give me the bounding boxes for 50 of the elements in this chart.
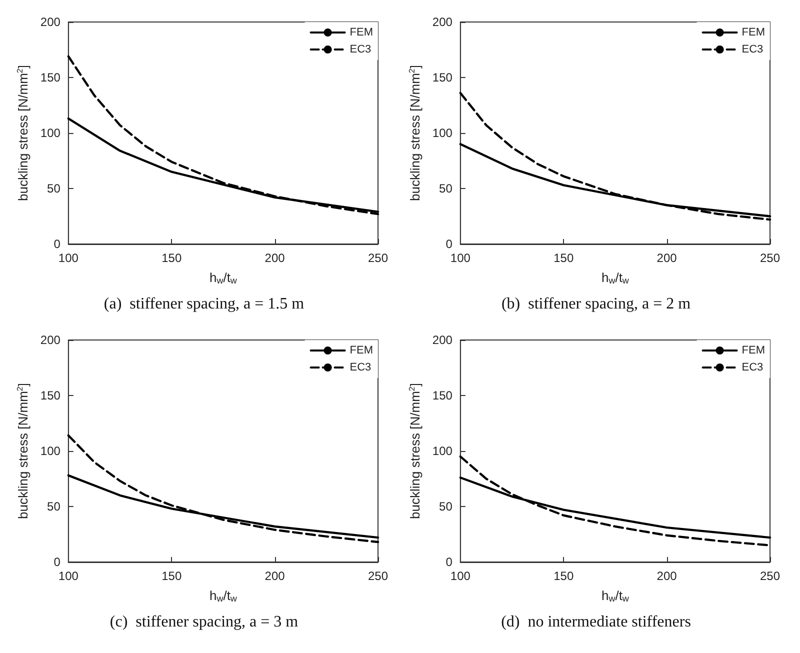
y-tick-label: 200 [40,15,61,29]
x-tick-label: 200 [264,569,286,583]
legend-label: EC3 [350,362,372,374]
y-tick-label: 50 [439,182,453,196]
text: (d) no intermediate stiffeners [501,614,691,630]
legend-label: EC3 [742,44,764,56]
y-tick-label: 50 [47,500,61,514]
y-tick-label: 50 [47,182,61,196]
text: (a) stiffener spacing, a = 1.5 m [104,296,305,312]
y-tick-label: 200 [40,333,61,347]
x-tick-label: 150 [554,569,574,583]
line-series [459,92,772,221]
x-tick-label: 150 [162,251,182,265]
x-tick-label: 200 [656,569,678,583]
legend-label: FEM [742,344,766,356]
y-axis-title: buckling stress [N/mm2] [408,383,422,519]
y-tick-label: 0 [446,237,453,251]
y-tick-label: 200 [432,15,453,29]
x-tick-label: 150 [162,569,182,583]
x-tick-label: 250 [368,569,388,583]
legend-label: FEM [350,26,374,38]
x-tick-label: 200 [264,251,286,265]
x-tick-label: 200 [656,251,678,265]
legend-label: FEM [350,344,374,356]
x-tick-label: 250 [760,251,780,265]
y-tick-label: 0 [54,237,61,251]
y-tick-label: 150 [40,70,61,84]
y-axis-title: buckling stress [N/mm2] [16,383,30,519]
x-tick-label: 250 [368,251,388,265]
x-tick-label: 250 [760,569,780,583]
line-series [67,434,380,544]
x-tick-label: 150 [554,251,574,265]
y-tick-label: 150 [432,388,453,402]
legend-label: EC3 [742,362,764,374]
y-tick-label: 100 [432,444,453,458]
y-axis-title: buckling stress [N/mm2] [16,65,30,201]
y-tick-label: 150 [40,388,61,402]
y-tick-label: 50 [439,500,453,514]
legend-label: FEM [742,26,766,38]
y-tick-label: 0 [446,555,453,569]
text: (c) stiffener spacing, a = 3 m [110,614,299,630]
y-tick-label: 150 [432,70,453,84]
y-tick-label: 100 [40,126,61,140]
y-tick-label: 100 [432,126,453,140]
legend-label: EC3 [350,44,372,56]
text: (b) stiffener spacing, a = 2 m [501,296,692,312]
y-axis-title: buckling stress [N/mm2] [408,65,422,201]
y-tick-label: 200 [432,333,453,347]
y-tick-label: 100 [40,444,61,458]
y-tick-label: 0 [54,555,61,569]
